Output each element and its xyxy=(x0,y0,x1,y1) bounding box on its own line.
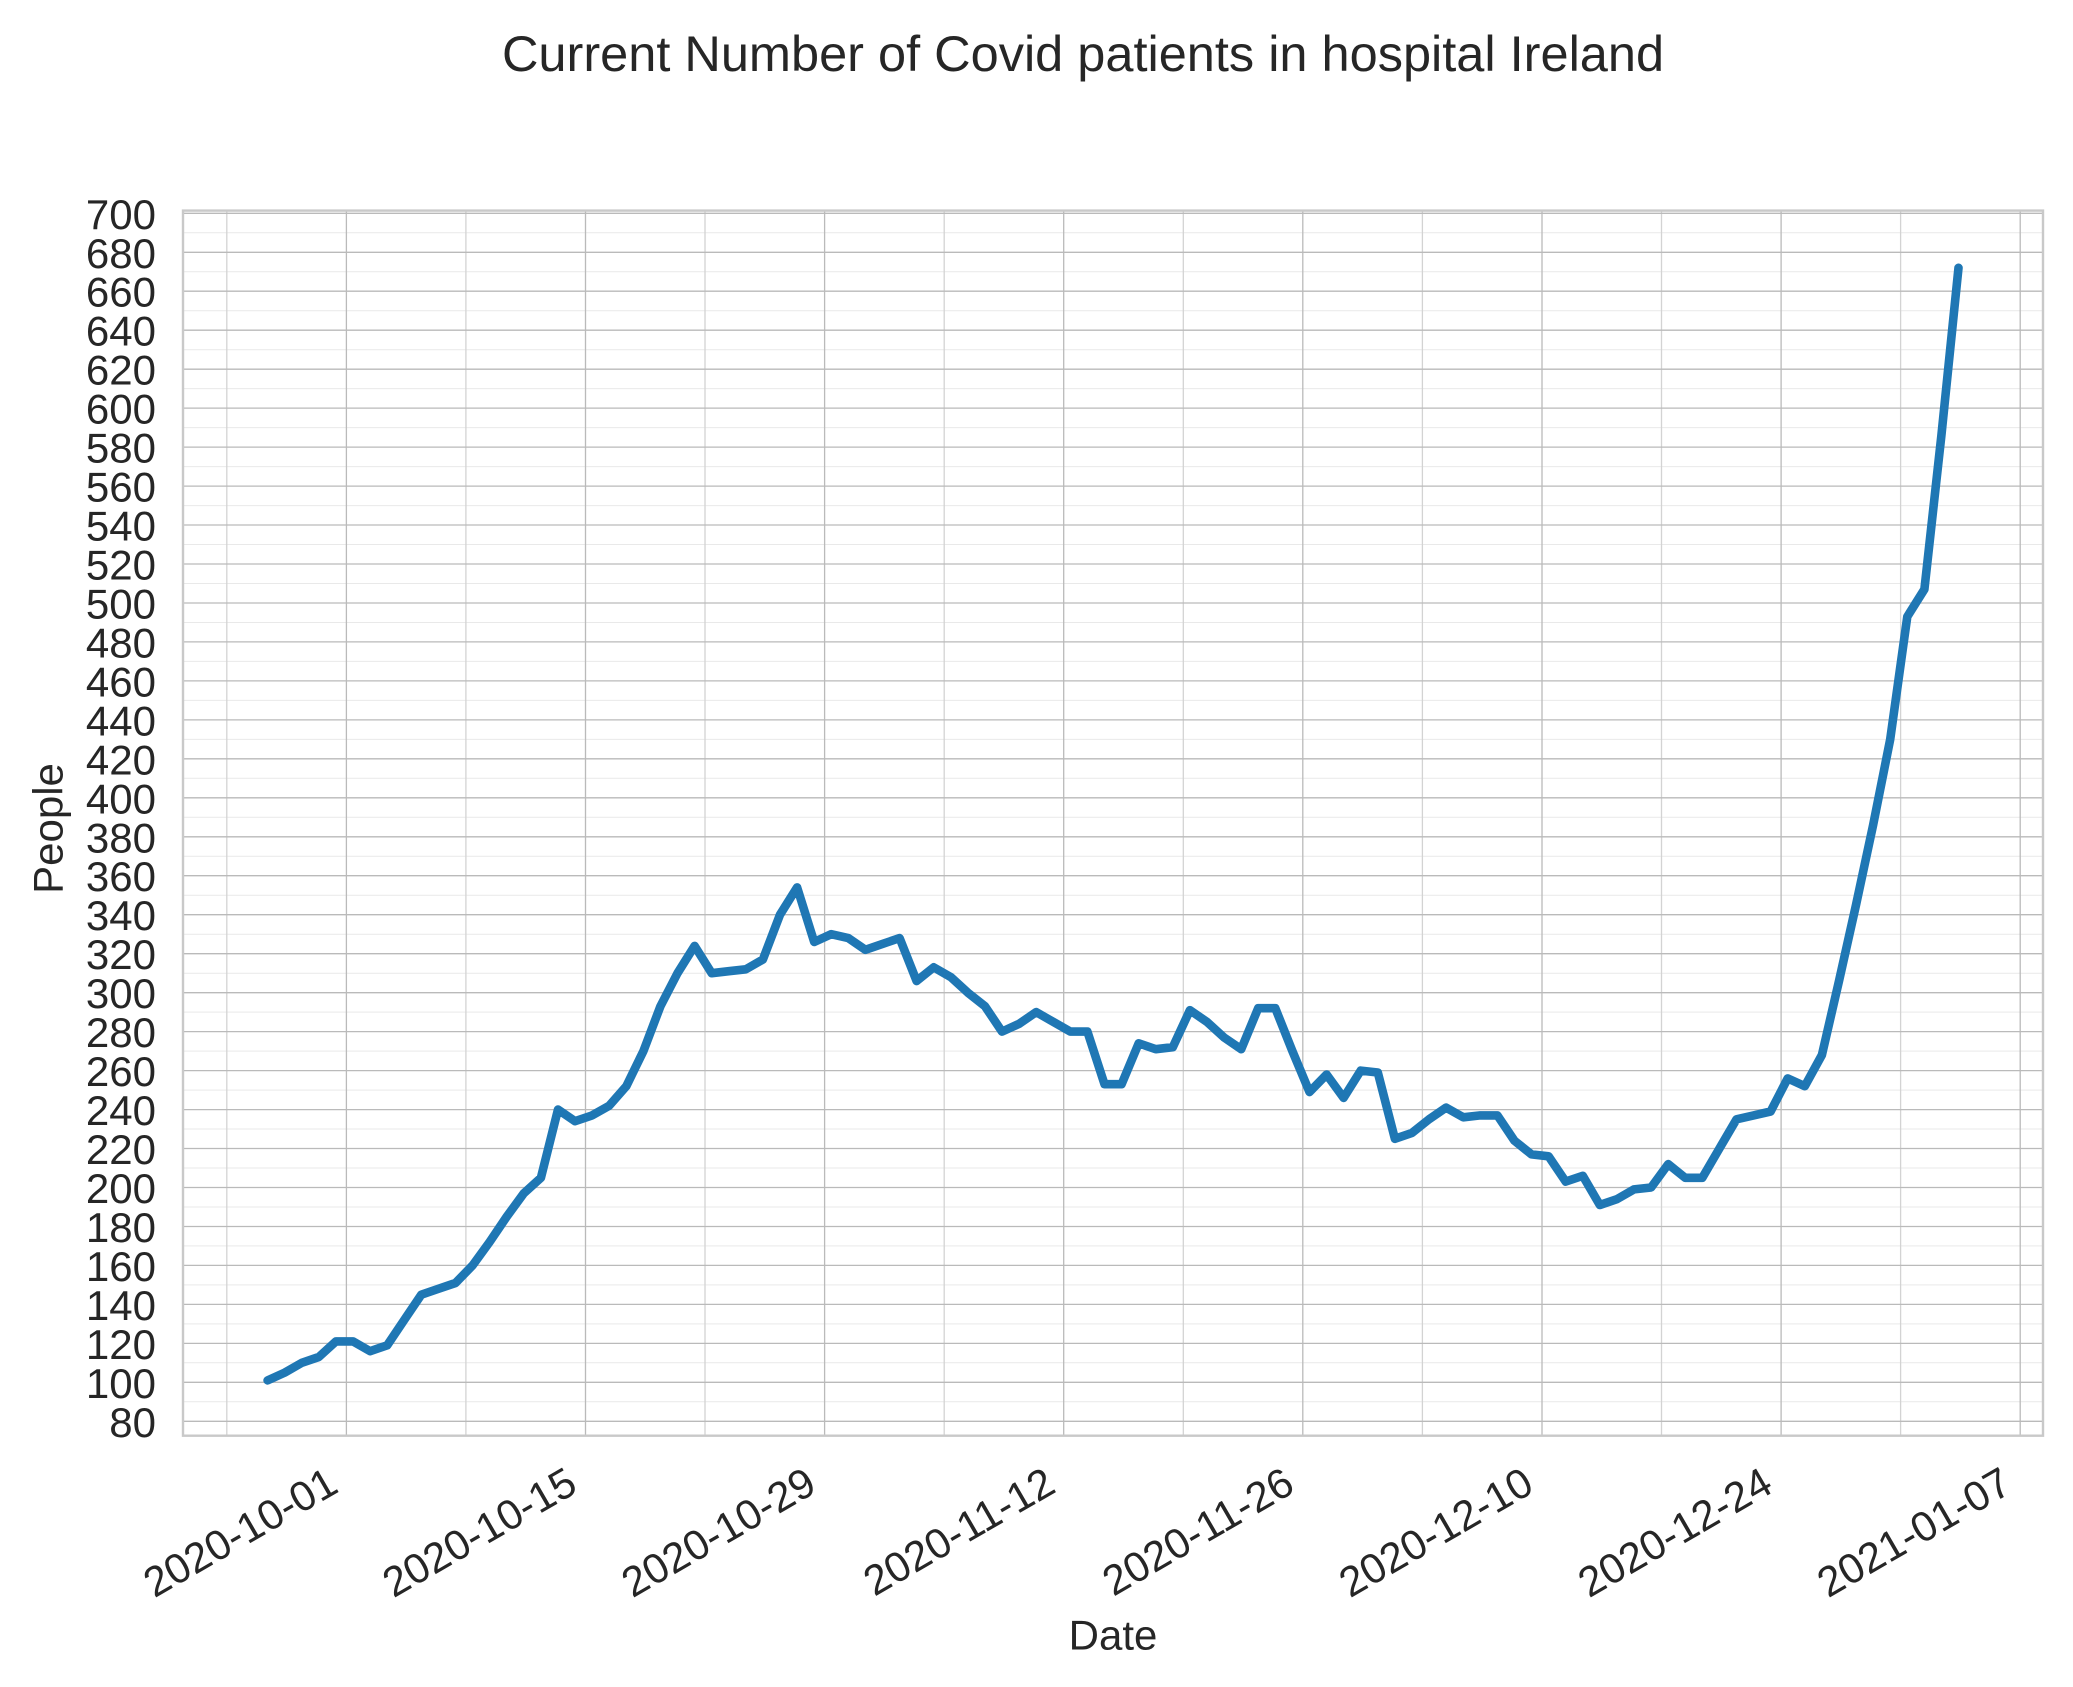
svg-text:140: 140 xyxy=(86,1282,156,1329)
svg-text:420: 420 xyxy=(86,736,156,783)
svg-text:680: 680 xyxy=(86,230,156,277)
svg-text:80: 80 xyxy=(109,1399,156,1446)
svg-text:Current Number of Covid patien: Current Number of Covid patients in hosp… xyxy=(502,25,1664,82)
svg-text:200: 200 xyxy=(86,1165,156,1212)
svg-text:280: 280 xyxy=(86,1009,156,1056)
svg-text:460: 460 xyxy=(86,658,156,705)
svg-text:540: 540 xyxy=(86,503,156,550)
svg-text:100: 100 xyxy=(86,1360,156,1407)
svg-text:380: 380 xyxy=(86,814,156,861)
svg-text:580: 580 xyxy=(86,425,156,472)
svg-text:360: 360 xyxy=(86,853,156,900)
svg-text:People: People xyxy=(25,763,72,894)
svg-text:640: 640 xyxy=(86,308,156,355)
svg-text:600: 600 xyxy=(86,386,156,433)
svg-text:560: 560 xyxy=(86,464,156,511)
svg-text:340: 340 xyxy=(86,892,156,939)
svg-text:480: 480 xyxy=(86,619,156,666)
svg-text:700: 700 xyxy=(86,191,156,238)
svg-text:660: 660 xyxy=(86,269,156,316)
svg-text:180: 180 xyxy=(86,1204,156,1251)
svg-text:Date: Date xyxy=(1069,1612,1158,1659)
svg-text:440: 440 xyxy=(86,697,156,744)
svg-text:260: 260 xyxy=(86,1048,156,1095)
svg-text:620: 620 xyxy=(86,347,156,394)
svg-text:160: 160 xyxy=(86,1243,156,1290)
svg-text:220: 220 xyxy=(86,1126,156,1173)
svg-text:300: 300 xyxy=(86,970,156,1017)
svg-text:320: 320 xyxy=(86,931,156,978)
svg-text:400: 400 xyxy=(86,775,156,822)
svg-text:500: 500 xyxy=(86,581,156,628)
svg-text:520: 520 xyxy=(86,542,156,589)
svg-text:240: 240 xyxy=(86,1087,156,1134)
svg-text:120: 120 xyxy=(86,1321,156,1368)
